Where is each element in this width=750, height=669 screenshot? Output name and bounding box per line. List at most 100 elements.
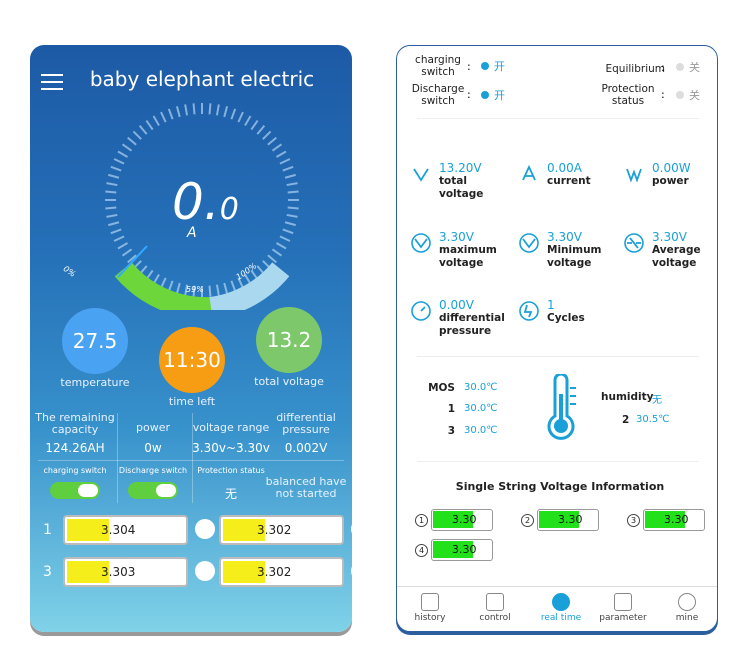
gauge-tick: [279, 235, 291, 242]
gauge-tick: [175, 282, 181, 294]
gauge-tick: [287, 190, 299, 194]
indicator-label: total voltage: [254, 375, 324, 388]
battery-fill: [645, 511, 685, 528]
battery: 3.30: [431, 539, 493, 561]
nav-icon[interactable]: [552, 593, 570, 611]
metric-value: 1: [547, 298, 555, 312]
metric-icon: [413, 168, 429, 182]
metric-value: 0.00A: [547, 161, 582, 175]
temp-value: 30.0℃: [464, 382, 498, 393]
divider: [397, 586, 717, 587]
gauge-tick: [244, 115, 252, 127]
status-sep: :: [467, 60, 471, 73]
gauge-tick: [223, 282, 229, 294]
metric-label: Minimum voltage: [547, 244, 602, 269]
menu-icon[interactable]: [40, 73, 64, 91]
gauge-needle: [117, 245, 148, 278]
nav-icon[interactable]: [614, 593, 632, 611]
stat-value: 124.26AH: [45, 441, 105, 455]
gauge-tick: [284, 221, 296, 227]
status-label: Discharge switch: [411, 83, 465, 107]
temp-label: 3: [447, 425, 455, 437]
gauge-tick: [237, 111, 244, 123]
left-screen: baby elephant electric 0% 59% 100% 0.0 A…: [30, 45, 352, 632]
gauge-tick: [127, 136, 137, 146]
gauge-tick: [117, 150, 129, 158]
gauge-tick: [167, 108, 174, 120]
cell-voltage: 3.30: [664, 513, 689, 526]
battery-fill: [433, 511, 473, 528]
gauge-label: 0%: [61, 264, 78, 279]
status-dot: [481, 62, 489, 70]
gauge-tick: [175, 106, 181, 118]
gauge-tick: [230, 108, 237, 120]
current-unit: A: [187, 225, 197, 241]
temp-label: 2: [622, 414, 630, 426]
temp-label: MOS: [428, 382, 455, 394]
gauge-tick: [267, 254, 277, 264]
toggle[interactable]: [50, 482, 100, 499]
temp-value: 30.5℃: [636, 414, 670, 425]
metric-icon: [519, 301, 539, 321]
battery: 3.304: [63, 515, 188, 545]
gauge-tick: [138, 125, 148, 135]
nav-label[interactable]: control: [479, 613, 511, 623]
nav-label[interactable]: real time: [540, 613, 582, 623]
nav-label[interactable]: history: [414, 613, 446, 623]
stat-label: voltage range: [192, 421, 270, 434]
nav-icon[interactable]: [678, 593, 696, 611]
gauge-tick: [108, 173, 120, 179]
gauge-tick: [160, 277, 167, 289]
gauge-tick: [108, 221, 120, 227]
gauge-tick: [287, 206, 299, 210]
cell-knob: [351, 561, 352, 581]
gauge-fill: [114, 262, 212, 310]
protection-value: 无: [224, 487, 238, 501]
gauge-tick: [250, 119, 259, 131]
cell-voltage: 3.30: [558, 513, 583, 526]
cell-index: 3: [43, 564, 52, 580]
cell-voltage: 3.302: [257, 523, 292, 537]
gauge-tick: [284, 173, 296, 179]
nav-icon[interactable]: [421, 593, 439, 611]
gauge-tick: [244, 273, 252, 285]
status-value: 关: [689, 61, 700, 74]
nav-label[interactable]: mine: [675, 613, 699, 623]
gauge-tick: [262, 130, 272, 140]
gauge-tick: [160, 111, 167, 123]
battery-fill: [223, 561, 265, 583]
toggle[interactable]: [128, 482, 178, 499]
gauge: [105, 103, 299, 310]
cell-index: 1: [415, 514, 428, 527]
gauge-tick: [106, 182, 118, 187]
gauge-tick: [132, 130, 142, 140]
status-dot: [481, 91, 489, 99]
temp-value: 30.0℃: [464, 403, 498, 414]
status-sep: :: [467, 88, 471, 101]
gauge-tick: [271, 248, 283, 257]
status-dot: [676, 63, 684, 71]
gauge-tick: [192, 285, 196, 297]
gauge-tick: [106, 213, 118, 218]
status-label: charging switch: [415, 54, 461, 78]
status-value: 开: [494, 60, 505, 73]
stat-label: power: [136, 421, 170, 434]
nav-label[interactable]: parameter: [599, 613, 647, 623]
metric-icon: [522, 164, 536, 181]
metric-label: maximum voltage: [439, 244, 497, 269]
gauge-rest: [209, 262, 290, 310]
indicator: 13.2: [256, 307, 322, 373]
gauge-tick: [237, 277, 244, 289]
indicator-label: time left: [168, 395, 216, 408]
indicator-label: temperature: [60, 376, 130, 389]
humidity-value: 无: [652, 395, 662, 406]
gauge-tick: [184, 284, 189, 296]
gauge-tick: [267, 136, 277, 146]
switch-label: charging switch: [43, 466, 107, 475]
right-screen: charging switch : 开 Equilibrium : 关 Disc…: [396, 45, 718, 632]
nav-icon[interactable]: [486, 593, 504, 611]
gauge-tick: [215, 104, 220, 116]
metric-value: 0.00W: [652, 161, 691, 175]
current-decimal: 0: [219, 192, 239, 227]
cell-voltage: 3.304: [101, 523, 136, 537]
